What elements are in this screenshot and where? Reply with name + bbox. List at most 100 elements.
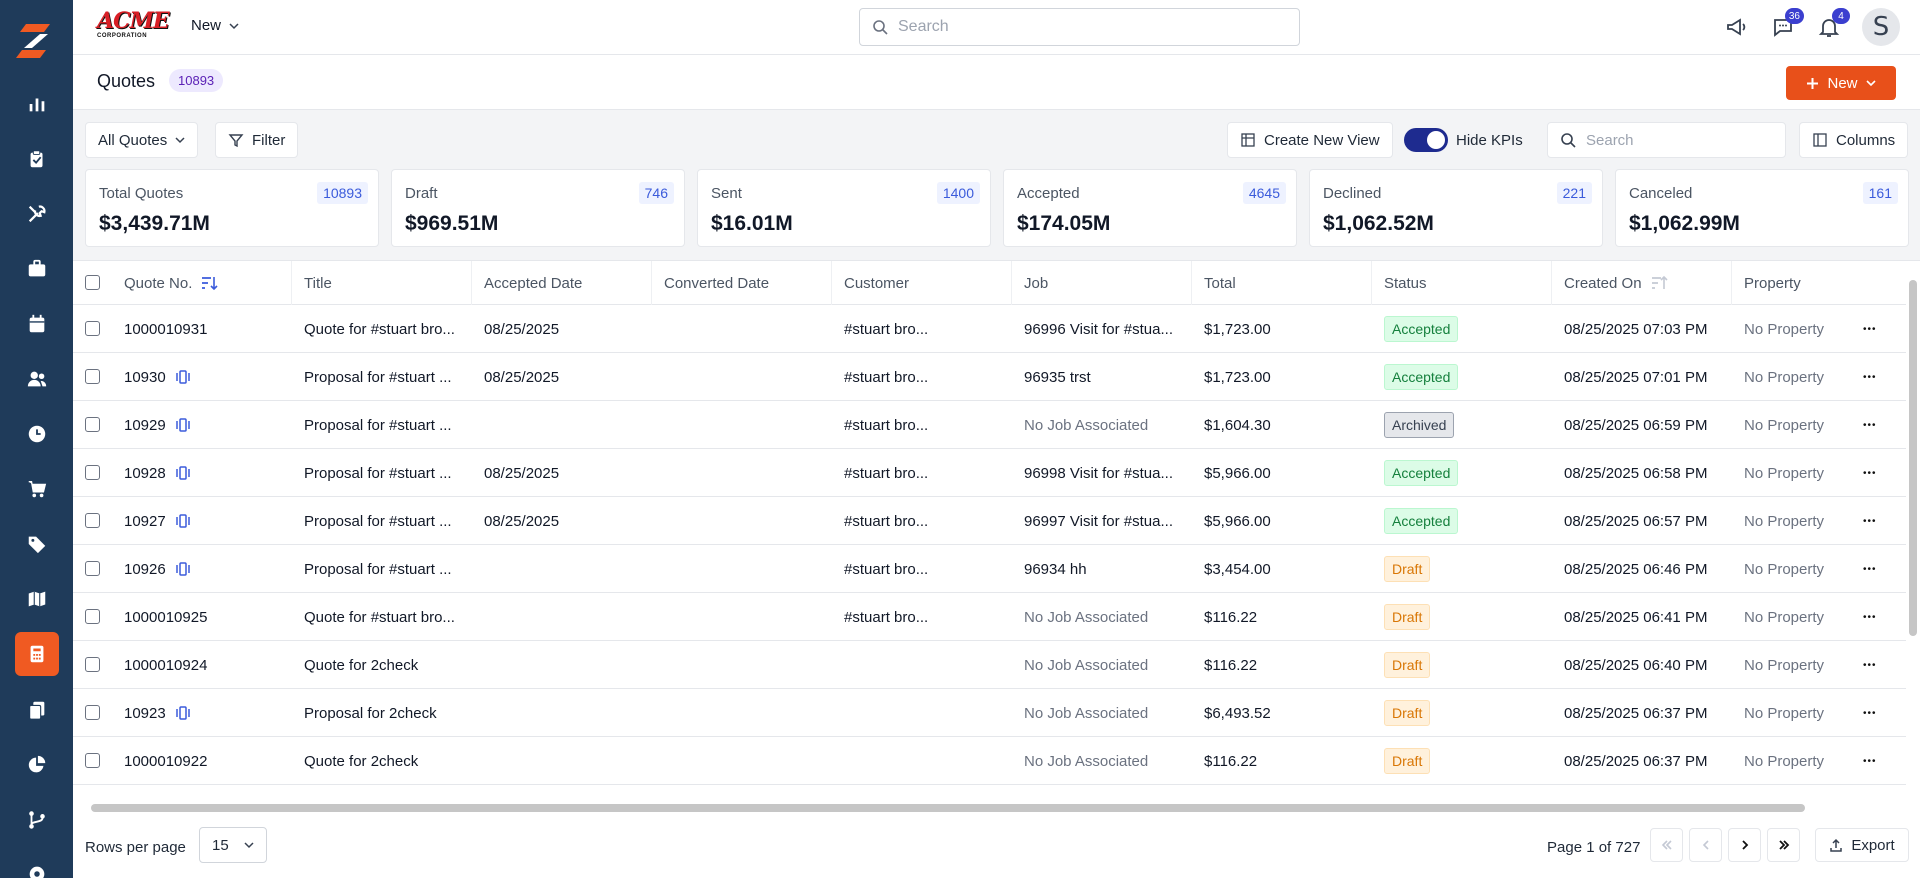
filter-button[interactable]: Filter [215,122,299,158]
table-row[interactable]: 10929 Proposal for #stuart ... #stuart bro… [73,401,1920,449]
quote-number-cell[interactable]: 1000010924 [112,641,292,689]
kpi-card[interactable]: Declined 221 $1,062.52M [1309,169,1603,247]
column-header-accepted-date[interactable]: Accepted Date [472,261,652,305]
sidebar-item-map[interactable] [0,577,73,621]
announcements-button[interactable] [1724,14,1750,40]
first-page-button[interactable] [1650,828,1683,862]
quote-number-cell[interactable]: 10929 [112,401,292,449]
row-checkbox[interactable] [85,561,100,576]
kpi-card[interactable]: Draft 746 $969.51M [391,169,685,247]
kpi-card[interactable]: Accepted 4645 $174.05M [1003,169,1297,247]
new-quote-button[interactable]: New [1786,66,1896,100]
row-actions-button[interactable]: ••• [1863,371,1877,383]
notifications-button[interactable]: 4 [1816,8,1850,40]
sidebar-item-pricing[interactable] [0,522,73,566]
row-checkbox[interactable] [85,513,100,528]
column-header-title[interactable]: Title [292,261,472,305]
quote-number-cell[interactable]: 1000010925 [112,593,292,641]
row-checkbox[interactable] [85,705,100,720]
last-page-button[interactable] [1767,828,1800,862]
column-header-property[interactable]: Property [1732,261,1912,305]
table-row[interactable]: 1000010925 Quote for #stuart bro... #stuar… [73,593,1920,641]
quote-number-cell[interactable]: 10930 [112,353,292,401]
table-row[interactable]: 10926 Proposal for #stuart ... #stuart bro… [73,545,1920,593]
row-actions-button[interactable]: ••• [1863,659,1877,671]
kpi-card[interactable]: Canceled 161 $1,062.99M [1615,169,1909,247]
toggle-switch[interactable] [1404,128,1448,152]
export-button[interactable]: Export [1815,828,1909,862]
rows-per-page-select[interactable]: 15 [199,827,267,863]
row-checkbox[interactable] [85,609,100,624]
sidebar-item-requests[interactable] [0,137,73,181]
company-logo[interactable]: ACME CORPORATION [97,10,170,42]
list-search-input[interactable]: Search [1547,122,1786,158]
row-checkbox[interactable] [85,753,100,768]
row-checkbox[interactable] [85,417,100,432]
app-logo-icon[interactable] [14,18,58,62]
sort-descending-icon[interactable] [200,275,218,291]
quote-number-cell[interactable]: 10928 [112,449,292,497]
sidebar-item-customers[interactable] [0,357,73,401]
row-actions-button[interactable]: ••• [1863,755,1877,767]
column-header-converted-date[interactable]: Converted Date [652,261,832,305]
row-checkbox[interactable] [85,657,100,672]
scrollbar-thumb[interactable] [1909,280,1917,636]
columns-button[interactable]: Columns [1799,122,1909,158]
view-select[interactable]: All Quotes [85,122,199,158]
table-row[interactable]: 1000010922 Quote for 2check No Job Associa… [73,737,1920,785]
next-page-button[interactable] [1728,828,1761,862]
sidebar-item-timesheets[interactable] [0,412,73,456]
sidebar-item-jobs[interactable] [0,247,73,291]
select-all-checkbox[interactable] [85,275,100,290]
kpi-card[interactable]: Sent 1400 $16.01M [697,169,991,247]
quote-number-cell[interactable]: 1000010922 [112,737,292,785]
table-row[interactable]: 10930 Proposal for #stuart ... 08/25/2025 #… [73,353,1920,401]
sidebar-item-dashboard[interactable] [0,82,73,126]
sidebar-item-settings[interactable] [0,852,73,878]
row-actions-button[interactable]: ••• [1863,611,1877,623]
quote-number-cell[interactable]: 10926 [112,545,292,593]
row-actions-button[interactable]: ••• [1863,467,1877,479]
table-row[interactable]: 1000010931 Quote for #stuart bro... 08/25/… [73,305,1920,353]
row-checkbox[interactable] [85,465,100,480]
sidebar-item-purchases[interactable] [0,467,73,511]
row-checkbox[interactable] [85,321,100,336]
table-row[interactable]: 10923 Proposal for 2check No Job Associate… [73,689,1920,737]
sidebar-item-invoices[interactable] [0,688,73,732]
column-header-total[interactable]: Total [1192,261,1372,305]
sidebar-item-reports[interactable] [0,743,73,787]
sort-icon[interactable] [1650,275,1668,291]
messages-button[interactable]: 36 [1770,8,1804,40]
hide-kpis-toggle[interactable]: Hide KPIs [1404,128,1523,152]
row-checkbox[interactable] [85,369,100,384]
sidebar-item-tools[interactable] [0,192,73,236]
row-actions-button[interactable]: ••• [1863,563,1877,575]
quote-number-cell[interactable]: 10927 [112,497,292,545]
sidebar-item-schedule[interactable] [0,302,73,346]
row-actions-button[interactable]: ••• [1863,323,1877,335]
horizontal-scrollbar[interactable] [73,800,1920,814]
column-header-status[interactable]: Status [1372,261,1552,305]
row-actions-button[interactable]: ••• [1863,707,1877,719]
column-header-created-on[interactable]: Created On [1552,261,1732,305]
user-avatar[interactable]: S [1862,8,1900,46]
create-new-view-button[interactable]: Create New View [1227,122,1393,158]
sidebar-item-workflows[interactable] [0,798,73,842]
column-header-job[interactable]: Job [1012,261,1192,305]
previous-page-button[interactable] [1689,828,1722,862]
row-actions-button[interactable]: ••• [1863,515,1877,527]
table-row[interactable]: 10928 Proposal for #stuart ... 08/25/2025 #… [73,449,1920,497]
column-header-quote-no[interactable]: Quote No. [112,261,292,305]
kpi-card[interactable]: Total Quotes 10893 $3,439.71M [85,169,379,247]
column-header-customer[interactable]: Customer [832,261,1012,305]
table-row[interactable]: 1000010924 Quote for 2check No Job Associa… [73,641,1920,689]
sidebar-item-quotes[interactable] [0,632,73,676]
quote-number-cell[interactable]: 1000010931 [112,305,292,353]
quote-number-cell[interactable]: 10923 [112,689,292,737]
vertical-scrollbar[interactable] [1906,262,1920,802]
global-search-input[interactable]: Search [859,8,1300,46]
top-new-menu[interactable]: New [191,17,239,34]
row-actions-button[interactable]: ••• [1863,419,1877,431]
table-row[interactable]: 10927 Proposal for #stuart ... 08/25/2025 #… [73,497,1920,545]
scrollbar-thumb[interactable] [91,804,1805,812]
